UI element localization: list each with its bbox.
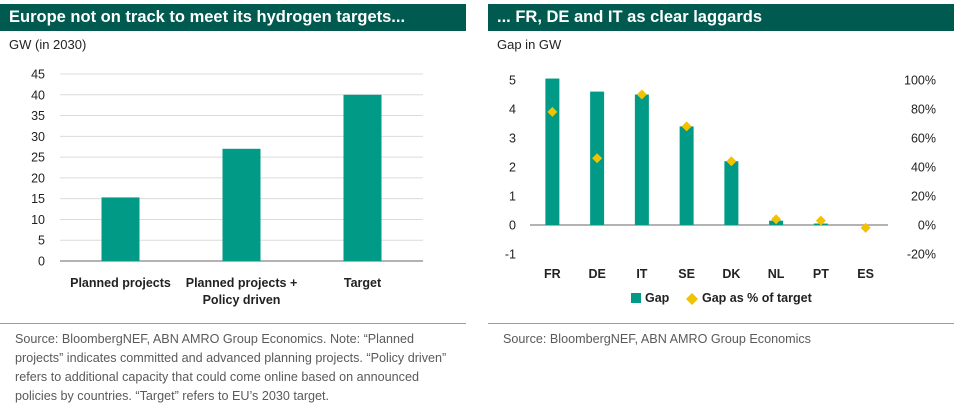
y-tick-label: 45 xyxy=(31,68,45,82)
left-divider xyxy=(0,323,466,324)
data-point xyxy=(860,222,871,233)
left-chart-panel: Europe not on track to meet its hydrogen… xyxy=(0,0,466,408)
data-point xyxy=(636,89,647,100)
bar xyxy=(724,161,739,225)
bar xyxy=(679,126,694,225)
bar xyxy=(101,197,140,261)
x-tick-label: IT xyxy=(636,267,647,281)
y-tick-label: 15 xyxy=(31,192,45,206)
x-tick-label: SE xyxy=(678,267,695,281)
y2-tick-label: 80% xyxy=(911,103,936,117)
x-tick-label: Planned projects + xyxy=(186,276,298,290)
y2-tick-label: 0% xyxy=(918,219,936,233)
x-tick-label: Target xyxy=(344,276,382,290)
y2-tick-label: -20% xyxy=(907,248,936,262)
y-tick-label: 2 xyxy=(509,161,516,175)
x-tick-label: Policy driven xyxy=(203,293,281,307)
y-tick-label: 0 xyxy=(509,219,516,233)
y2-tick-label: 100% xyxy=(904,74,936,88)
data-point xyxy=(547,106,558,117)
right-chart-panel: ... FR, DE and IT as clear laggards Gap … xyxy=(488,0,954,408)
y-tick-label: 5 xyxy=(509,74,516,88)
left-chart-title: Europe not on track to meet its hydrogen… xyxy=(0,4,466,31)
data-point xyxy=(592,153,603,164)
bar xyxy=(634,94,649,225)
y-tick-label: 1 xyxy=(509,190,516,204)
y2-tick-label: 60% xyxy=(911,132,936,146)
right-chart-title: ... FR, DE and IT as clear laggards xyxy=(488,4,954,31)
x-tick-label: NL xyxy=(768,267,785,281)
right-divider xyxy=(488,323,954,324)
y-tick-label: 10 xyxy=(31,213,45,227)
x-tick-label: PT xyxy=(813,267,829,281)
y-tick-label: 5 xyxy=(38,234,45,248)
y-tick-label: 30 xyxy=(31,130,45,144)
right-source-note: Source: BloombergNEF, ABN AMRO Group Eco… xyxy=(503,332,811,346)
y-tick-label: 25 xyxy=(31,151,45,165)
y-tick-label: 20 xyxy=(31,171,45,185)
right-bar-chart: -1 0 1 2 3 4 5 -20% 0% 20% 40% 60% 80% 100% FR DE IT SE DK… xyxy=(505,74,936,305)
left-source-note: Source: BloombergNEF, ABN AMRO Group Eco… xyxy=(15,332,447,403)
left-chart-unit: GW (in 2030) xyxy=(9,37,87,52)
bar xyxy=(545,78,560,225)
legend-label-gap: Gap xyxy=(645,291,670,305)
data-point xyxy=(726,156,737,167)
x-tick-label: FR xyxy=(544,267,561,281)
legend-swatch-gap-pct xyxy=(686,293,698,305)
legend-swatch-gap xyxy=(631,293,641,303)
x-tick-label: Planned projects xyxy=(70,276,171,290)
data-point xyxy=(815,215,826,226)
x-tick-label: ES xyxy=(857,267,874,281)
y-tick-label: 0 xyxy=(38,255,45,269)
y-tick-label: -1 xyxy=(505,248,516,262)
legend-label-gap-pct: Gap as % of target xyxy=(702,291,813,305)
data-point xyxy=(771,214,782,225)
data-point xyxy=(681,121,692,132)
y-tick-label: 40 xyxy=(31,88,45,102)
x-tick-label: DE xyxy=(588,267,605,281)
y2-tick-label: 40% xyxy=(911,161,936,175)
bar xyxy=(343,94,382,262)
y-tick-label: 4 xyxy=(509,103,516,117)
x-tick-label: DK xyxy=(722,267,740,281)
y2-tick-label: 20% xyxy=(911,190,936,204)
y-tick-label: 35 xyxy=(31,109,45,123)
y-tick-label: 3 xyxy=(509,132,516,146)
right-chart-unit: Gap in GW xyxy=(497,37,562,52)
bar xyxy=(222,148,261,261)
left-bar-chart: 0 5 10 15 20 25 30 35 40 45 Planned projects Planne… xyxy=(31,68,423,307)
